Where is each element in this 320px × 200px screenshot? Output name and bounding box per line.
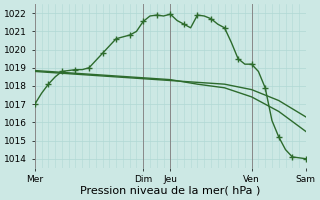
X-axis label: Pression niveau de la mer( hPa ): Pression niveau de la mer( hPa ) [80, 186, 260, 196]
